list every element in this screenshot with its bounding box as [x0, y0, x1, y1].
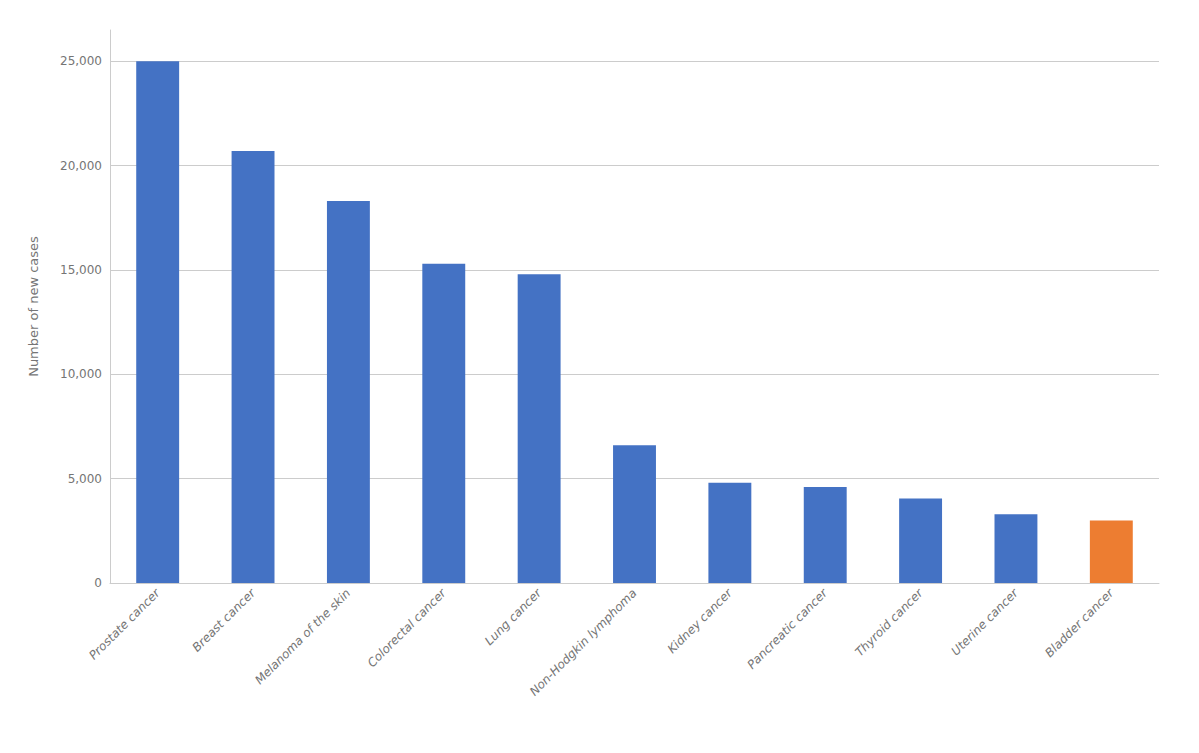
svg-text:Thyroid cancer: Thyroid cancer	[852, 585, 926, 659]
svg-text:Colorectal cancer: Colorectal cancer	[365, 585, 450, 670]
svg-text:15,000: 15,000	[60, 263, 102, 277]
svg-text:20,000: 20,000	[60, 159, 102, 173]
svg-text:5,000: 5,000	[68, 472, 102, 486]
svg-text:10,000: 10,000	[60, 367, 102, 381]
svg-text:Breast cancer: Breast cancer	[189, 585, 258, 654]
svg-text:Melanoma of the skin: Melanoma of the skin	[252, 586, 353, 687]
svg-text:Uterine cancer: Uterine cancer	[949, 585, 1022, 658]
svg-text:0: 0	[94, 576, 102, 590]
svg-text:Bladder cancer: Bladder cancer	[1042, 585, 1117, 660]
svg-text:Non-Hodgkin lymphoma: Non-Hodgkin lymphoma	[527, 586, 640, 699]
svg-text:Number of new cases: Number of new cases	[26, 236, 41, 377]
svg-text:Pancreatic cancer: Pancreatic cancer	[744, 585, 830, 671]
svg-text:Kidney cancer: Kidney cancer	[665, 585, 736, 656]
svg-text:25,000: 25,000	[60, 54, 102, 68]
svg-text:Lung cancer: Lung cancer	[482, 585, 545, 648]
svg-text:Prostate cancer: Prostate cancer	[86, 585, 163, 662]
